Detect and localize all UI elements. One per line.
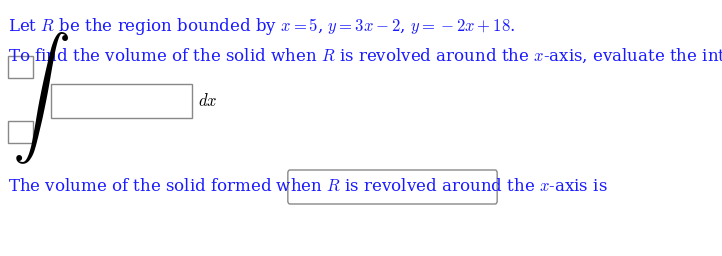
Text: To find the volume of the solid when $R$ is revolved around the $x$-axis, evalua: To find the volume of the solid when $R$…	[9, 46, 722, 67]
FancyBboxPatch shape	[288, 170, 497, 204]
Text: Let $R$ be the region bounded by $x = 5$, $y = 3x - 2$, $y = -2x + 18$.: Let $R$ be the region bounded by $x = 5$…	[9, 16, 516, 37]
FancyBboxPatch shape	[9, 56, 32, 78]
FancyBboxPatch shape	[51, 84, 192, 118]
FancyBboxPatch shape	[9, 121, 32, 143]
Text: $dx$: $dx$	[198, 92, 217, 110]
Text: $\int$: $\int$	[12, 30, 69, 166]
Text: The volume of the solid formed when $R$ is revolved around the $x$-axis is: The volume of the solid formed when $R$ …	[9, 178, 608, 195]
